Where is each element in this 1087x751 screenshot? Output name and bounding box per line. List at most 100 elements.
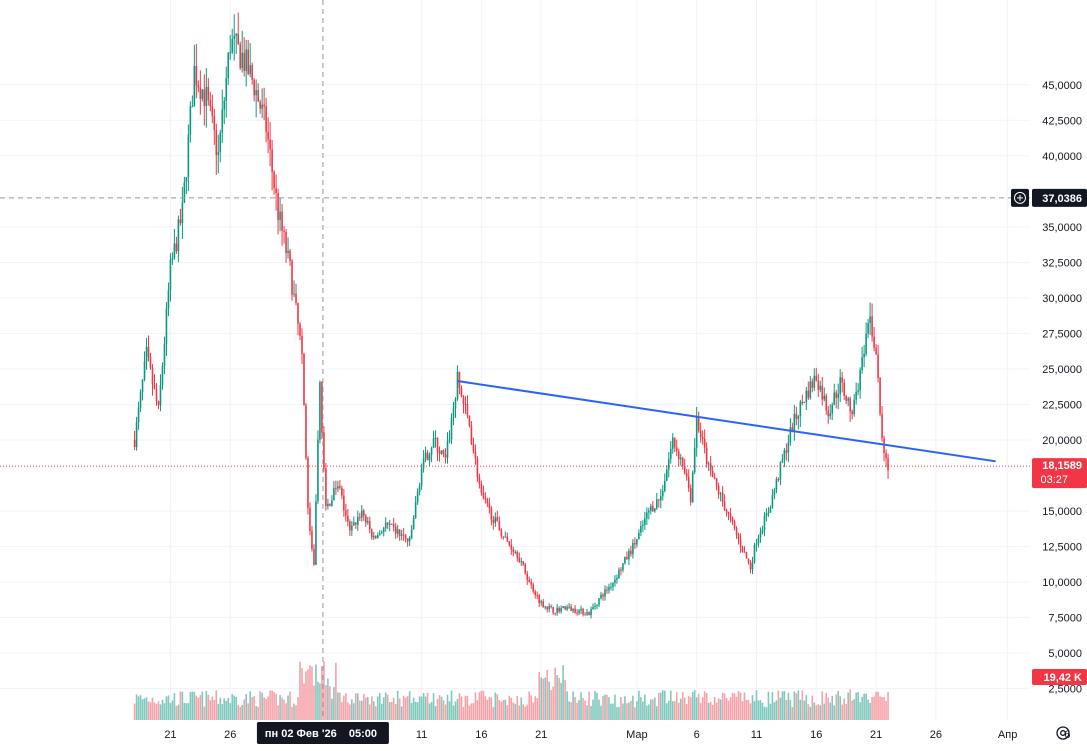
volume-bar xyxy=(362,694,365,720)
candle-body xyxy=(576,612,578,614)
candle-body xyxy=(171,257,174,260)
candle-body xyxy=(779,462,782,480)
candle-body xyxy=(496,517,499,522)
candle-body xyxy=(757,537,760,544)
crosshair-time: 05:00 xyxy=(349,728,377,740)
volume-bar xyxy=(578,700,580,720)
candle-body xyxy=(821,385,824,400)
volume-bar xyxy=(538,671,541,720)
candle-body xyxy=(285,232,287,254)
volume-bar xyxy=(430,701,433,720)
volume-bar xyxy=(534,696,537,720)
time-axis[interactable]: 21 26 11 16 21 Мар 6 11 16 21 26 Апр 6 xyxy=(164,729,1070,741)
volume-bar xyxy=(333,687,335,720)
volume-bar xyxy=(494,692,497,720)
candle-body xyxy=(753,545,756,563)
volume-bar xyxy=(671,701,674,720)
candle-body xyxy=(554,612,556,614)
candle-body xyxy=(877,354,879,378)
volume-bar xyxy=(845,704,847,720)
crosshair-date: пн 02 Фев '26 xyxy=(265,728,337,740)
volume-bar xyxy=(165,696,168,720)
candle-body xyxy=(695,416,698,448)
candle-body xyxy=(592,607,594,610)
volume-bar xyxy=(420,696,423,720)
candle-body xyxy=(370,529,373,538)
candle-body xyxy=(747,558,750,563)
candle-body xyxy=(357,516,359,525)
volume-bar xyxy=(791,707,794,720)
candle-body xyxy=(558,607,560,612)
candle-body xyxy=(458,371,461,388)
price-tick-label: 45,0000 xyxy=(1042,80,1082,92)
volume-bar xyxy=(490,697,493,720)
candle-body xyxy=(476,458,479,478)
volume-bar xyxy=(630,700,632,720)
volume-bar xyxy=(885,701,887,720)
candle-body xyxy=(608,586,610,591)
candle-body xyxy=(339,486,341,488)
volume-bar xyxy=(875,691,877,720)
volume-bar xyxy=(432,693,435,720)
volume-bar xyxy=(745,699,748,720)
chart-settings-button[interactable] xyxy=(1056,726,1070,740)
candle-body xyxy=(510,545,513,550)
volume-bar xyxy=(689,697,692,720)
volume-bar xyxy=(723,693,726,720)
candle-body xyxy=(578,610,580,614)
crosshair-price-value: 37,0386 xyxy=(1042,193,1082,205)
volume-bar xyxy=(592,699,594,720)
candle-body xyxy=(191,106,194,108)
candle-body xyxy=(705,447,708,465)
candle-body xyxy=(642,524,644,527)
candle-body xyxy=(337,486,339,489)
volume-bar xyxy=(175,705,178,720)
volume-bar xyxy=(506,705,509,720)
volume-bar xyxy=(448,701,451,720)
candle-body xyxy=(299,323,301,336)
candle-body xyxy=(737,534,740,539)
volume-bar xyxy=(793,691,796,720)
candle-body xyxy=(512,549,515,552)
candle-body xyxy=(167,290,170,309)
volume-bar xyxy=(522,704,525,720)
volume-bar xyxy=(349,704,351,720)
candle-body xyxy=(141,379,144,393)
volume-bar xyxy=(221,704,224,720)
candle-body xyxy=(444,454,447,458)
candle-body xyxy=(596,604,598,606)
volume-bar xyxy=(564,679,566,720)
volume-bar xyxy=(512,702,515,720)
candle-body xyxy=(420,468,423,486)
volume-bar xyxy=(576,702,578,720)
volume-bar xyxy=(153,702,156,720)
volume-bar xyxy=(779,697,782,720)
volume-bar xyxy=(835,694,838,720)
volume-bar xyxy=(761,702,764,720)
time-tick-label: 21 xyxy=(870,729,882,741)
candle-body xyxy=(177,219,180,252)
volume-bar xyxy=(396,690,399,720)
candle-body xyxy=(634,542,636,545)
volume-bar xyxy=(380,703,383,720)
candle-body xyxy=(875,347,877,355)
candle-body xyxy=(508,541,511,546)
candle-body xyxy=(237,33,240,45)
volume-bar xyxy=(185,703,188,720)
candle-body xyxy=(291,260,293,295)
volume-bar xyxy=(265,698,267,720)
candle-body xyxy=(416,491,419,503)
volume-bar xyxy=(749,703,752,720)
volume-bar xyxy=(464,695,467,720)
price-tick-label: 20,0000 xyxy=(1042,435,1082,447)
volume-bar xyxy=(642,701,644,720)
candle-body xyxy=(412,518,415,530)
candle-body xyxy=(452,408,455,418)
trendline[interactable] xyxy=(457,380,996,463)
candle-body xyxy=(351,525,353,531)
candle-body xyxy=(251,65,253,80)
add-alert-button[interactable] xyxy=(1011,188,1029,207)
volume-bar xyxy=(412,697,415,720)
